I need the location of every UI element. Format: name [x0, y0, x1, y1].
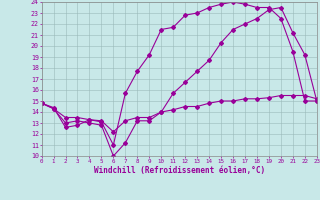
- X-axis label: Windchill (Refroidissement éolien,°C): Windchill (Refroidissement éolien,°C): [94, 166, 265, 175]
